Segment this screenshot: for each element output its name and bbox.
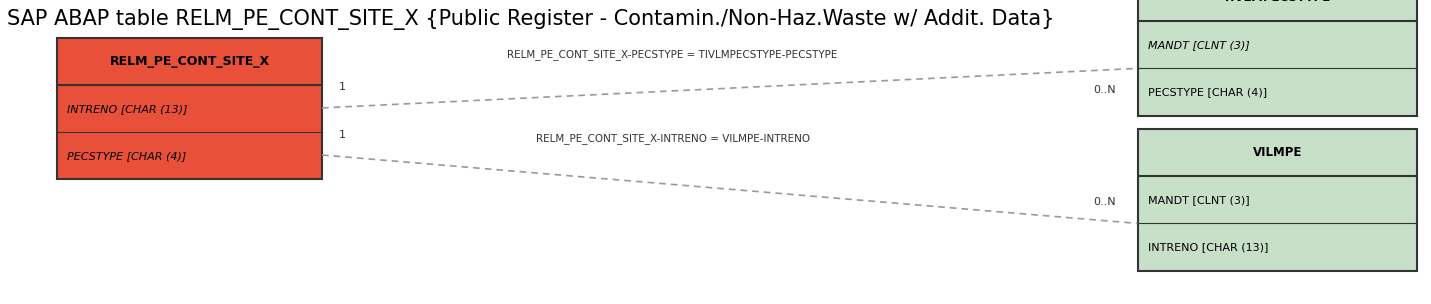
Text: INTRENO [CHAR (13)]: INTRENO [CHAR (13)] — [1148, 242, 1268, 252]
Text: 0..N: 0..N — [1093, 85, 1116, 95]
Text: MANDT [CLNT (3)]: MANDT [CLNT (3)] — [1148, 195, 1249, 205]
Text: MANDT [CLNT (3)]: MANDT [CLNT (3)] — [1148, 40, 1249, 50]
Bar — [1138, 0, 1417, 116]
Bar — [1138, 129, 1417, 271]
Text: VILMPE: VILMPE — [1252, 146, 1302, 159]
Text: 1: 1 — [339, 130, 346, 140]
Text: RELM_PE_CONT_SITE_X: RELM_PE_CONT_SITE_X — [110, 55, 269, 68]
Text: TIVLMPECSTYPE: TIVLMPECSTYPE — [1224, 0, 1331, 4]
Text: INTRENO [CHAR (13)]: INTRENO [CHAR (13)] — [67, 104, 187, 114]
Text: RELM_PE_CONT_SITE_X-INTRENO = VILMPE-INTRENO: RELM_PE_CONT_SITE_X-INTRENO = VILMPE-INT… — [535, 133, 810, 144]
Text: PECSTYPE [CHAR (4)]: PECSTYPE [CHAR (4)] — [67, 151, 186, 161]
Text: PECSTYPE [CHAR (4)]: PECSTYPE [CHAR (4)] — [1148, 87, 1266, 97]
Text: SAP ABAP table RELM_PE_CONT_SITE_X {Public Register - Contamin./Non-Haz.Waste w/: SAP ABAP table RELM_PE_CONT_SITE_X {Publ… — [7, 9, 1055, 30]
Bar — [57, 38, 322, 179]
Text: 0..N: 0..N — [1093, 197, 1116, 207]
Text: 1: 1 — [339, 82, 346, 92]
Text: RELM_PE_CONT_SITE_X-PECSTYPE = TIVLMPECSTYPE-PECSTYPE: RELM_PE_CONT_SITE_X-PECSTYPE = TIVLMPECS… — [508, 49, 837, 60]
